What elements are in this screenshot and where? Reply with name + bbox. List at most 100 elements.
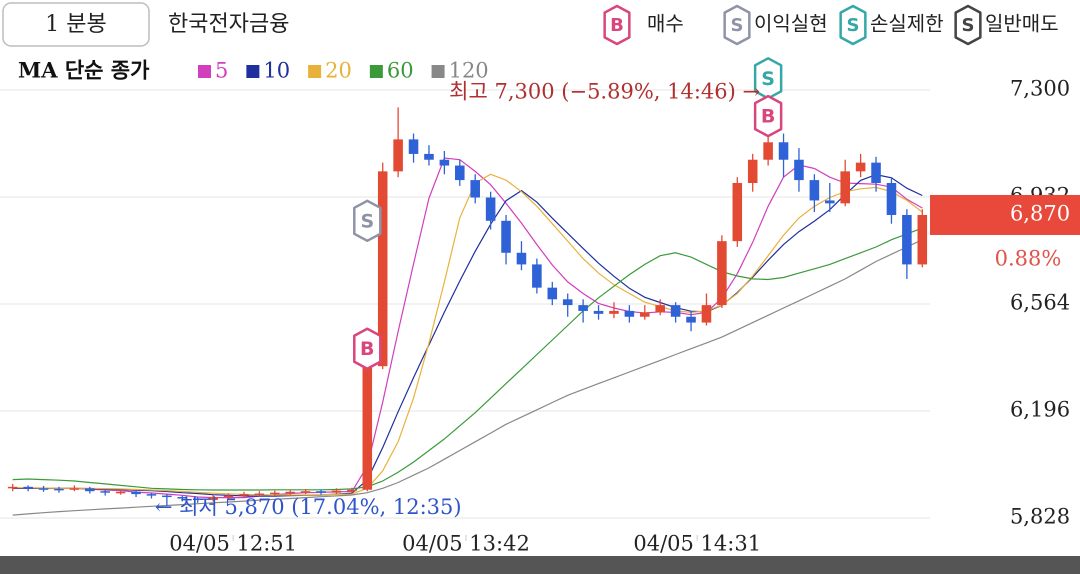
candle-body xyxy=(347,489,357,492)
candle-body xyxy=(840,171,850,204)
signal-badge-letter: S xyxy=(360,210,374,232)
candle-body xyxy=(763,142,773,160)
candle-body xyxy=(439,159,450,166)
candle-body xyxy=(485,197,496,221)
candle-body xyxy=(917,214,928,265)
candle-body xyxy=(131,491,141,495)
ma-legend-label: 5 xyxy=(215,59,228,83)
candle-body xyxy=(38,488,49,490)
candle-body xyxy=(871,162,881,183)
candle-body xyxy=(23,486,33,489)
legend-badge-letter: B xyxy=(610,15,624,36)
legend-label: 매수 xyxy=(647,12,684,36)
candle-body xyxy=(640,312,650,317)
candle-body xyxy=(732,182,743,242)
candle-body xyxy=(701,305,712,323)
candle-body xyxy=(362,366,373,490)
candle-body xyxy=(855,162,866,172)
x-tick-label: 04/05 13:42 xyxy=(402,532,530,556)
signal-badge-shape xyxy=(353,199,382,243)
legend-badge-shape xyxy=(954,4,982,46)
ma-legend-label: 120 xyxy=(449,59,489,83)
candle-body xyxy=(624,310,635,317)
candle-body xyxy=(686,316,696,323)
candle-body xyxy=(778,142,789,160)
ma-line xyxy=(12,173,923,497)
candle-body xyxy=(270,492,280,495)
candle-body xyxy=(208,497,218,500)
x-tick-label: 04/05 12:51 xyxy=(169,532,297,556)
y-tick-label: 6,196 xyxy=(1010,397,1070,421)
x-tick-label: 04/05 14:31 xyxy=(633,532,761,556)
candle-body xyxy=(532,264,542,288)
candle-body xyxy=(794,159,804,181)
ma-legend-swatch xyxy=(308,65,322,78)
candle-body xyxy=(115,491,126,494)
legend-badge-shape xyxy=(839,4,867,46)
candle-body xyxy=(69,488,80,490)
legend-label: 이익실현 xyxy=(754,12,828,36)
ma-line xyxy=(12,173,923,496)
candle-body xyxy=(223,495,234,498)
candle-body xyxy=(300,491,311,493)
ma-legend-label: 20 xyxy=(325,59,352,83)
legend-badge-letter: S xyxy=(731,15,744,36)
signal-badge-letter: B xyxy=(360,338,374,360)
ma-legend-label: 10 xyxy=(263,59,290,83)
candle-body xyxy=(470,180,480,198)
candle-body xyxy=(254,493,265,496)
interval-label[interactable]: 1 분봉 xyxy=(45,12,106,37)
candle-body xyxy=(886,182,897,215)
bottom-bar xyxy=(0,556,1080,574)
candle-body xyxy=(177,497,188,499)
candle-body xyxy=(902,214,912,265)
candle-body xyxy=(562,299,573,306)
candle-body xyxy=(825,200,835,204)
ma-legend-swatch xyxy=(198,65,211,78)
candle-body xyxy=(100,491,110,493)
ma-legend-label: 60 xyxy=(387,59,414,83)
candle-body xyxy=(424,153,434,160)
candle-body xyxy=(578,305,588,311)
candle-body xyxy=(331,490,342,493)
candle-body xyxy=(393,139,403,172)
candle-body xyxy=(609,310,619,314)
candle-body xyxy=(455,165,465,181)
candle-body xyxy=(7,486,18,489)
candle-body xyxy=(655,305,665,313)
legend-badge-shape xyxy=(603,4,631,46)
y-tick-label: 6,564 xyxy=(1010,290,1070,314)
legend-label: 손실제한 xyxy=(870,12,944,36)
candle-body xyxy=(809,180,820,201)
ma-legend-swatch xyxy=(246,65,260,78)
stock-title: 한국전자금융 xyxy=(168,12,289,37)
y-tick-label: 5,828 xyxy=(1010,504,1070,528)
interval-button[interactable] xyxy=(2,2,150,47)
candle-body xyxy=(285,491,295,494)
candle-body xyxy=(377,171,388,367)
signal-badge-shape xyxy=(753,94,783,138)
candle-body xyxy=(717,241,727,306)
candle-body xyxy=(547,287,558,300)
ma-legend-swatch xyxy=(369,65,383,78)
legend-badge-letter: S xyxy=(962,15,975,36)
candle-body xyxy=(316,491,326,493)
ma-legend-swatch xyxy=(431,65,445,78)
candle-body xyxy=(239,494,249,496)
annotation: ← 최저 5,870 (17.04%, 12:35) xyxy=(155,495,462,519)
ma-line xyxy=(12,157,923,499)
candle-body xyxy=(162,495,172,498)
legend-badge-letter: S xyxy=(847,15,860,36)
legend-badge-shape xyxy=(723,4,751,46)
candle-body xyxy=(146,494,157,496)
last-price-label: 6,870 xyxy=(1010,201,1070,225)
signal-badge-letter: B xyxy=(761,106,775,128)
last-price-box xyxy=(930,194,1080,235)
candle-body xyxy=(54,488,64,491)
y-tick-label: 7,300 xyxy=(1010,76,1070,100)
candle-body xyxy=(408,139,419,154)
candle-body xyxy=(501,220,511,253)
candle-body xyxy=(593,310,604,314)
legend-label: 일반매도 xyxy=(985,12,1059,36)
ma-label: MA 단순 종가 xyxy=(18,58,150,83)
